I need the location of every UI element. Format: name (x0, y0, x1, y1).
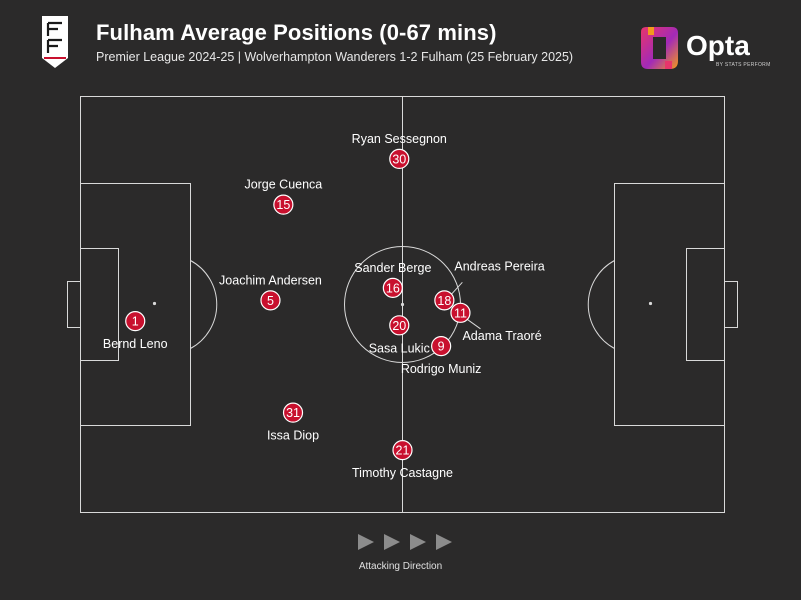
opta-byline: BY STATS PERFORM (716, 62, 771, 68)
player-marker (382, 277, 403, 298)
fulham-crest-icon (42, 16, 68, 68)
play-arrow-icon (436, 534, 452, 550)
play-arrow-icon (358, 534, 374, 550)
attacking-direction-label: Attacking Direction (358, 561, 443, 572)
player-number: 18 (437, 294, 451, 308)
left-penalty-arc (190, 260, 218, 349)
player-name-label: Andreas Pereira (454, 259, 544, 273)
player-number: 5 (267, 294, 274, 308)
left-penalty-spot (152, 301, 157, 306)
player-label-leader-line (450, 282, 463, 295)
player-marker (431, 336, 452, 357)
attacking-direction-arrows (358, 534, 452, 550)
left-goal (67, 281, 81, 328)
player-name-label: Adama Traoré (462, 329, 541, 343)
player-name-label: Sasa Lukic (369, 341, 430, 355)
player-number: 21 (396, 444, 410, 458)
player-number: 11 (454, 306, 467, 320)
opta-brand-name: Opta (686, 30, 750, 61)
player-marker (260, 290, 281, 311)
opta-logo-icon (641, 27, 678, 69)
player-label-leader-line (466, 318, 481, 330)
player-name-label: Jorge Cuenca (244, 178, 322, 192)
player-name-label: Joachim Andersen (219, 273, 322, 287)
centre-spot (400, 302, 405, 307)
play-arrow-icon (384, 534, 400, 550)
player-name-label: Timothy Castagne (352, 466, 453, 480)
right-six-yard-box (686, 248, 725, 361)
right-penalty-arc (587, 260, 615, 349)
player-number: 31 (286, 406, 300, 420)
player-number: 30 (392, 152, 406, 166)
player-number: 16 (386, 281, 400, 295)
player-name-label: Sander Berge (354, 261, 431, 275)
left-penalty-area (80, 183, 191, 426)
player-marker (392, 440, 413, 461)
player-name-label: Ryan Sessegnon (352, 132, 447, 146)
player-number: 9 (438, 340, 445, 354)
player-marker (389, 315, 410, 336)
match-subtitle: Premier League 2024-25 | Wolverhampton W… (96, 50, 574, 64)
player-marker (273, 194, 294, 215)
player-name-label: Rodrigo Muniz (401, 362, 482, 376)
player-marker (434, 290, 455, 311)
right-penalty-spot (648, 301, 653, 306)
player-number: 20 (392, 319, 406, 333)
player-name-label: Issa Diop (267, 429, 319, 443)
right-goal (724, 281, 738, 328)
play-arrow-icon (410, 534, 426, 550)
player-name-label: Bernd Leno (103, 337, 168, 351)
player-marker (282, 402, 304, 423)
player-marker (450, 302, 471, 323)
right-penalty-area (614, 183, 725, 426)
player-marker (125, 311, 146, 332)
player-number: 15 (276, 198, 290, 212)
player-marker (389, 148, 410, 169)
page-title: Fulham Average Positions (0-67 mins) (96, 20, 497, 45)
player-number: 1 (132, 315, 139, 329)
